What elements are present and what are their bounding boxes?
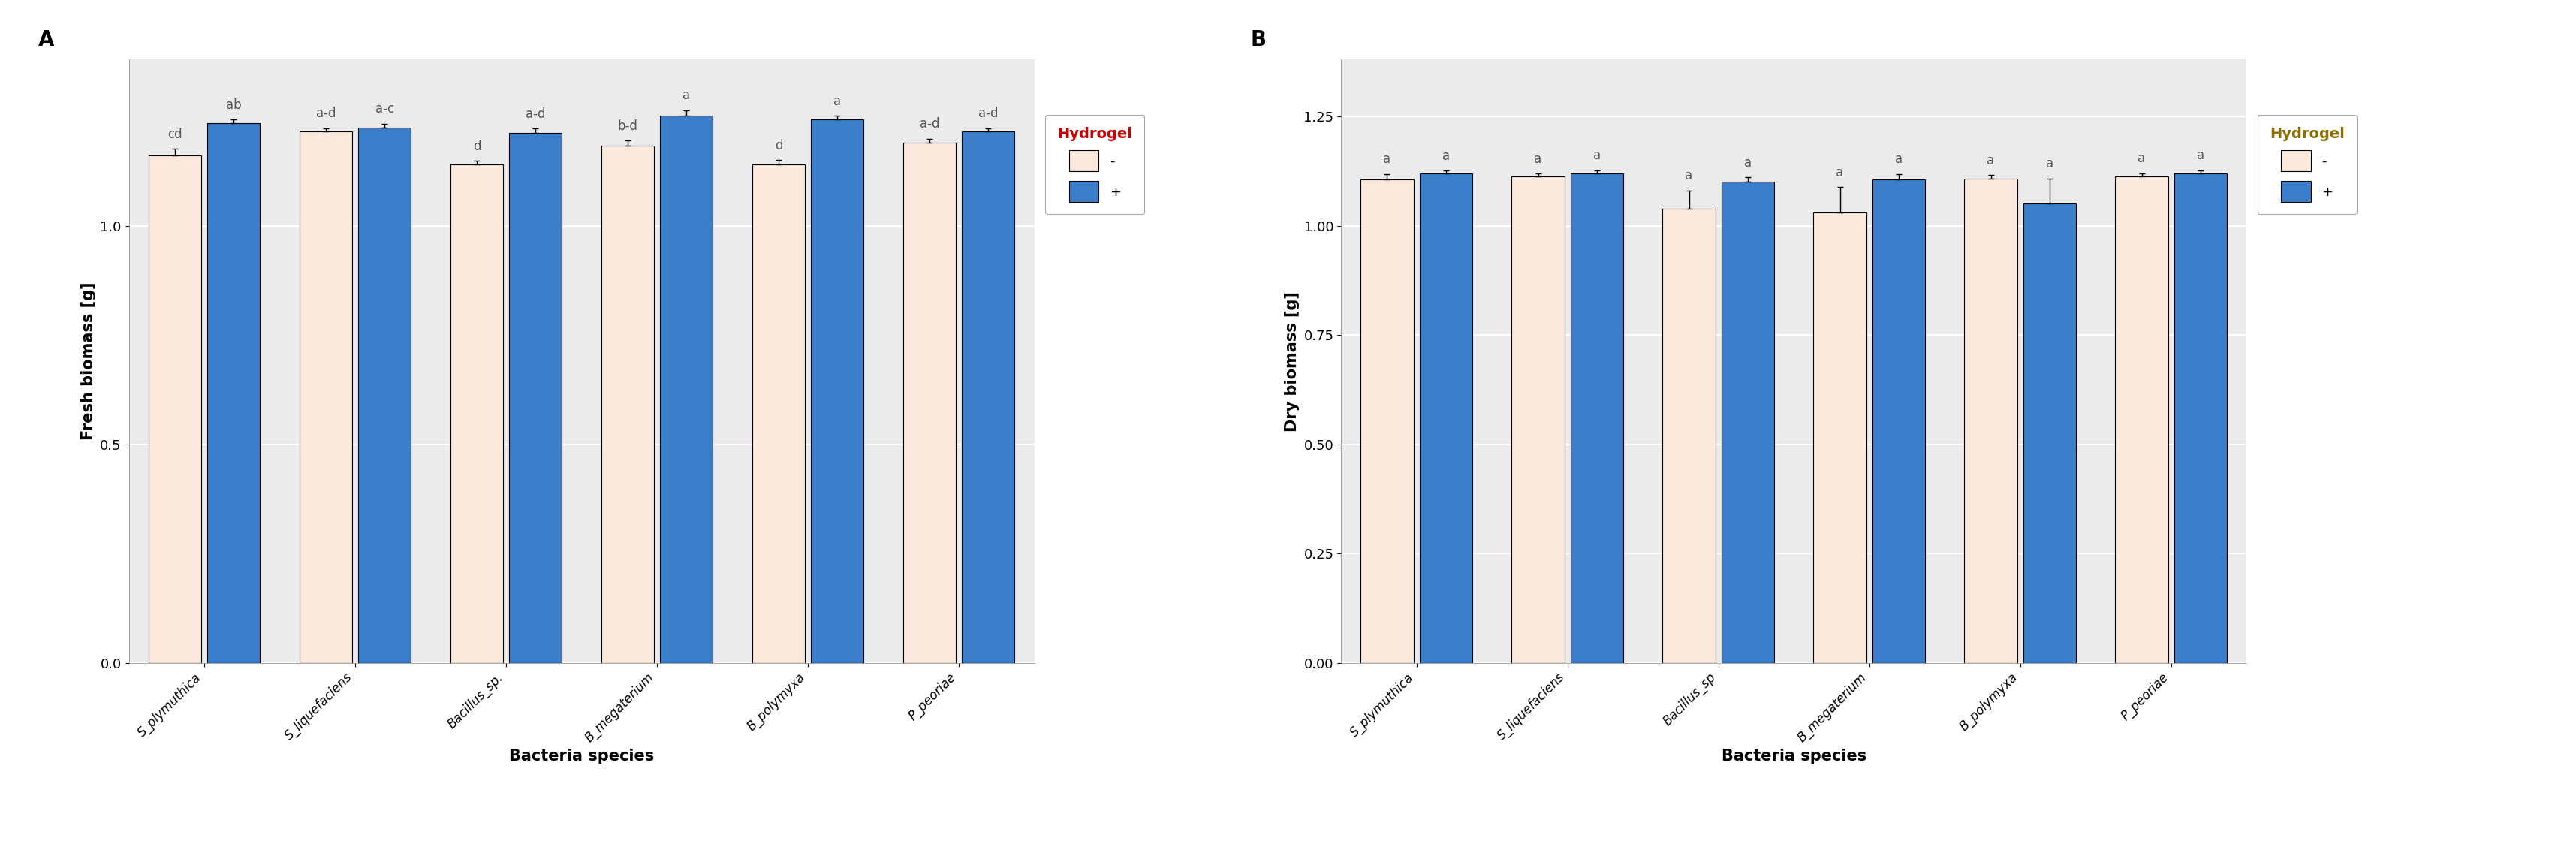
Bar [904, 143, 956, 663]
Text: a: a [2197, 149, 2205, 162]
Bar [1662, 209, 1716, 663]
Bar [1873, 179, 1924, 663]
Text: a-d: a-d [920, 117, 940, 131]
Text: a: a [1535, 152, 1543, 166]
Bar [1360, 179, 1414, 663]
Bar [206, 123, 260, 663]
Bar [1571, 173, 1623, 663]
Text: ab: ab [227, 98, 242, 111]
Bar [811, 119, 863, 663]
Text: cd: cd [167, 127, 183, 141]
Text: a: a [1685, 169, 1692, 183]
Text: a: a [1837, 166, 1844, 179]
Text: a: a [1744, 156, 1752, 170]
Bar [1965, 178, 2017, 663]
Y-axis label: Fresh biomass [g]: Fresh biomass [g] [80, 282, 95, 440]
Bar [1512, 176, 1564, 663]
Text: a: a [683, 89, 690, 102]
Text: a-d: a-d [317, 107, 335, 121]
Text: a-c: a-c [376, 102, 394, 116]
Y-axis label: Dry biomass [g]: Dry biomass [g] [1285, 291, 1298, 432]
X-axis label: Bacteria species: Bacteria species [510, 749, 654, 764]
Text: A: A [39, 30, 54, 50]
Bar [2022, 204, 2076, 663]
X-axis label: Bacteria species: Bacteria species [1721, 749, 1868, 764]
Legend: -, +: -, + [1046, 115, 1144, 214]
Bar [2174, 173, 2228, 663]
Text: a: a [2138, 152, 2146, 166]
Bar [299, 132, 353, 663]
Bar [961, 132, 1015, 663]
Text: a: a [1383, 153, 1391, 167]
Bar [752, 164, 804, 663]
Text: a: a [2045, 157, 2053, 171]
Text: a: a [1592, 149, 1600, 162]
Bar [600, 145, 654, 663]
Bar [358, 127, 412, 663]
Bar [149, 156, 201, 663]
Bar [451, 164, 502, 663]
Bar [1721, 182, 1775, 663]
Text: a: a [835, 94, 842, 108]
Text: d: d [775, 139, 783, 152]
Bar [1814, 212, 1865, 663]
Text: a: a [1986, 154, 1994, 167]
Bar [659, 116, 714, 663]
Text: a: a [1443, 150, 1450, 162]
Legend: -, +: -, + [2257, 115, 2357, 214]
Text: a-d: a-d [526, 107, 546, 121]
Text: b-d: b-d [618, 119, 639, 133]
Text: a: a [1896, 153, 1904, 167]
Text: d: d [474, 139, 482, 153]
Text: B: B [1249, 30, 1267, 50]
Bar [2115, 176, 2169, 663]
Bar [510, 133, 562, 663]
Bar [1419, 173, 1473, 663]
Text: a-d: a-d [979, 107, 999, 121]
